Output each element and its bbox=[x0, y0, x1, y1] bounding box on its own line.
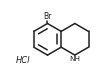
Text: HCl: HCl bbox=[16, 56, 30, 65]
Text: NH: NH bbox=[69, 56, 80, 62]
Text: Br: Br bbox=[43, 12, 51, 21]
